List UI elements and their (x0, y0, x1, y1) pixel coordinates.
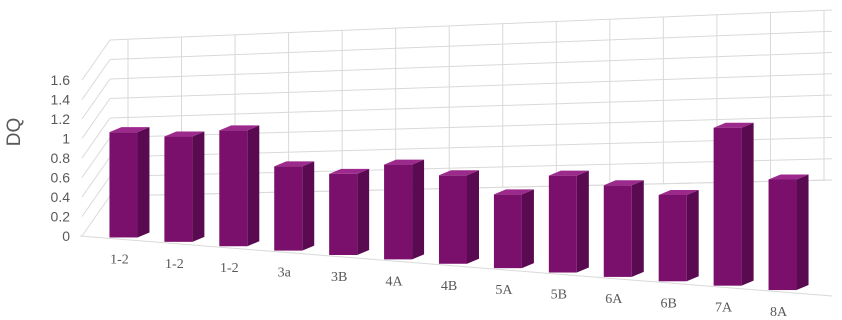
bar-top (603, 180, 644, 186)
bar-front (548, 175, 577, 273)
bar (713, 122, 754, 286)
bar (768, 174, 809, 291)
y-tick-label: 1.4 (51, 92, 71, 108)
x-tick-label: 4B (441, 279, 457, 294)
bar-top (768, 174, 809, 180)
bar-top (164, 131, 205, 137)
bar-side (576, 170, 589, 273)
gridline-side (81, 59, 111, 100)
y-tick-label: 1 (62, 131, 70, 147)
x-tick-label: 8A (770, 305, 788, 320)
y-axis-ticks: 0 0.2 0.4 0.6 0.8 1 1.2 1.4 1.6 (51, 72, 71, 244)
gridline-side (81, 195, 111, 237)
gridline (109, 52, 833, 80)
bar-front (219, 130, 248, 247)
x-tick-label: 1-2 (110, 252, 129, 267)
bar-top (109, 127, 150, 133)
bar-top (274, 161, 315, 167)
bar-front (493, 194, 522, 269)
bar (439, 170, 479, 264)
bar (329, 168, 370, 255)
gridline (109, 30, 833, 60)
bar-top (439, 170, 479, 176)
bars (109, 122, 809, 291)
bar-front (713, 127, 742, 286)
gridline (109, 73, 833, 99)
y-tick-label: 0.8 (51, 150, 71, 166)
bar (493, 189, 534, 269)
bar-front (439, 175, 467, 264)
bar-front (329, 173, 358, 255)
bar-side (796, 174, 809, 291)
gridline-side (81, 117, 111, 159)
bar-side (412, 159, 425, 260)
bar-front (384, 164, 413, 260)
x-tick-label: 3B (331, 270, 347, 285)
bar-side (686, 189, 699, 282)
x-tick-label: 1-2 (220, 261, 239, 276)
bar-side (247, 125, 260, 247)
bar (164, 131, 205, 242)
gridline-side (81, 137, 111, 178)
bar (384, 159, 425, 260)
bar-front (274, 166, 303, 251)
y-tick-label: 0.4 (51, 189, 71, 205)
gridline-side (81, 78, 111, 120)
y-tick-label: 0.6 (51, 170, 71, 186)
gridline-side (81, 156, 111, 198)
x-tick-label: 4A (386, 274, 404, 289)
bar-top (219, 125, 260, 131)
bar (274, 161, 315, 251)
bar-front (603, 185, 632, 277)
bar (658, 189, 699, 282)
x-axis-ticks: 1-2 1-2 1-2 3a 3B 4A 4B 5A 5B 6A 6B 7A 8A (110, 252, 788, 320)
bar-top (329, 168, 370, 174)
bar-front (768, 179, 797, 291)
x-tick-label: 5B (551, 288, 567, 303)
y-tick-label: 0.2 (51, 209, 71, 225)
y-tick-label: 0 (62, 228, 70, 244)
bar-side (137, 127, 150, 238)
bar-front (658, 194, 687, 282)
gridline-side (81, 176, 111, 217)
x-tick-label: 7A (715, 301, 733, 316)
bar-side (467, 170, 479, 264)
x-tick-label: 5A (495, 283, 513, 298)
bar-side (521, 189, 534, 269)
bar-side (741, 122, 754, 286)
bar-side (302, 161, 315, 251)
bar-top (713, 122, 754, 128)
gridline (109, 94, 833, 119)
bar (603, 180, 644, 277)
gridline-side (81, 98, 111, 139)
bar-top (384, 159, 425, 165)
bar-top (493, 189, 534, 195)
bar (548, 170, 589, 273)
bar-side (631, 180, 644, 277)
bar-front (164, 136, 193, 242)
bar-top (548, 170, 589, 176)
bar (219, 125, 260, 247)
bar-side (192, 131, 205, 242)
y-tick-label: 1.2 (51, 111, 71, 127)
y-tick-label: 1.6 (51, 72, 71, 88)
bar-front (109, 132, 138, 238)
x-tick-label: 1-2 (165, 257, 184, 272)
x-tick-label: 3a (278, 266, 292, 281)
bar-side (357, 168, 370, 255)
gridline-side (81, 39, 111, 81)
x-tick-label: 6A (605, 292, 623, 307)
gridline (109, 9, 833, 41)
x-tick-label: 6B (661, 296, 677, 311)
bar (109, 127, 150, 238)
bar-top (658, 189, 699, 195)
y-axis-label: DQ (4, 118, 25, 147)
floor-front-edge (79, 235, 833, 297)
